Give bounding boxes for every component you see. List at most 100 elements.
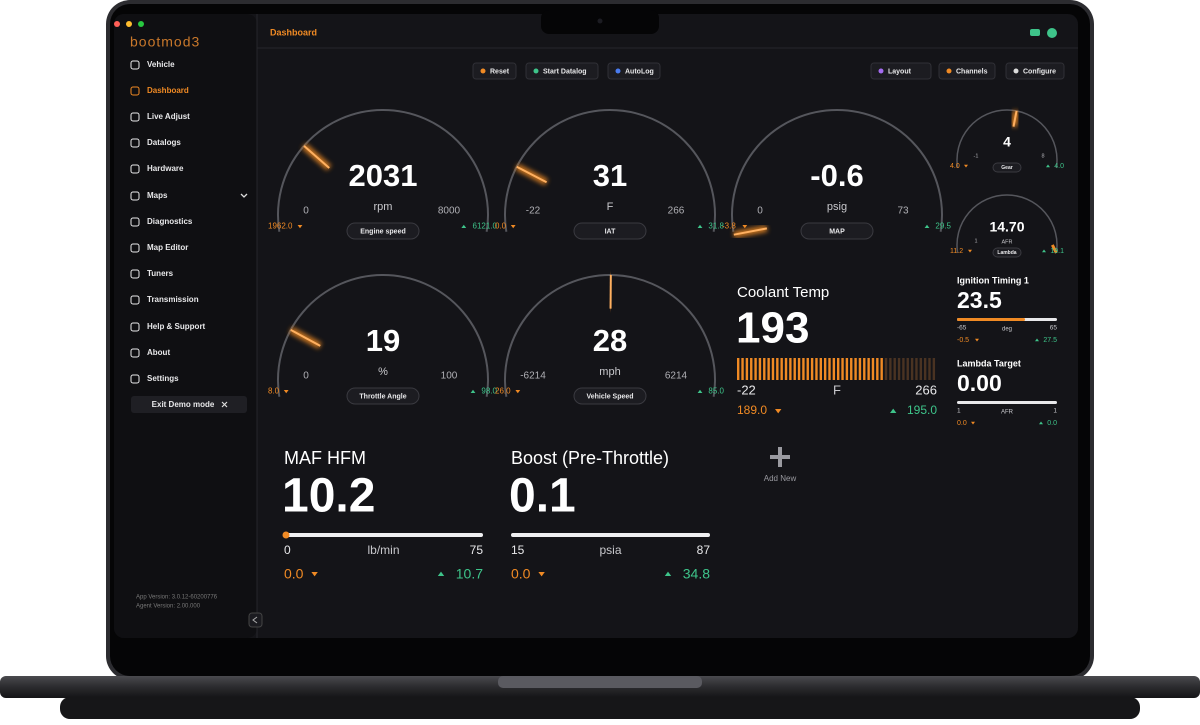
nav-item[interactable]: Vehicle [147,60,175,69]
bar-segment [780,358,783,380]
bar-segment [884,358,888,380]
nav-item[interactable]: About [147,348,170,357]
toolbar-button[interactable] [525,62,599,80]
gauge-max: 8 [1041,153,1044,159]
sidebar [114,14,257,638]
gauge-end-glow [1051,244,1058,254]
window-minimize[interactable] [126,21,132,27]
toolbar-button[interactable] [870,62,932,80]
gauge-min: 0 [757,206,763,217]
bar-segment [867,358,870,380]
status-icon [1030,29,1040,36]
gauge-min: -22 [526,206,541,217]
needle [303,145,330,169]
nav-item[interactable]: Maps [147,191,168,200]
down-arrow [968,249,972,253]
bar-segment [789,358,792,380]
nav-item[interactable]: Datalogs [147,138,181,147]
window-zoom[interactable] [138,21,144,27]
nav-item[interactable]: Diagnostics [147,217,193,226]
gauge-label-pill [800,222,874,240]
widget-unit: lb/min [367,543,399,557]
gauge-low: 11.2 [950,248,963,255]
window-close[interactable] [114,21,120,27]
gauge-label: MAP [829,228,845,235]
bar-segment [893,358,896,380]
widget-title: Ignition Timing 1 [957,275,1029,285]
gauge-unit: mph [599,366,620,378]
nav-item[interactable]: Dashboard [147,86,189,95]
gauge-value: -0.6 [810,158,863,193]
nav-item[interactable]: Hardware [147,164,184,173]
bar-segment [745,358,749,380]
nav-icon [130,112,140,122]
bar-segment [741,358,744,380]
widget-unit: F [833,382,841,397]
nav-icon [130,243,140,253]
collapse-button[interactable] [248,612,263,628]
down-arrow [510,225,516,229]
bar-segment [802,358,805,380]
nav-icon [130,295,140,305]
bar-fill [957,318,1026,321]
gauge-unit: psig [827,201,847,213]
nav-icon [130,269,140,279]
laptop-foot [60,697,1140,719]
gauge-low: 8.0 [268,387,280,396]
gauge-arc [956,109,1058,169]
bar-segment [876,358,879,380]
bar-track [957,401,1057,404]
down-arrow [538,572,545,577]
gauge-value: 19 [366,323,400,358]
nav-item[interactable]: Transmission [147,295,199,304]
nav-icon [130,60,140,70]
gauge-max: 100 [441,371,458,382]
gauge-low: 4.0 [950,163,960,170]
nav-icon [130,164,140,174]
gauge-min: 1 [974,238,977,244]
gauge-max: 266 [668,206,685,217]
toolbar-button[interactable] [472,62,517,80]
bar-segment [832,358,836,380]
gauge-label-pill [346,222,420,240]
widget-high: 10.7 [456,566,483,582]
gauge-high: 98.0 [481,387,497,396]
bar-segment [928,358,931,380]
bar-segment [902,358,905,380]
toolbar-button[interactable] [1005,62,1065,80]
toolbar-button[interactable] [938,62,996,80]
exit-demo-button[interactable] [131,396,247,413]
nav-item[interactable]: Tuners [147,269,174,278]
nav-item[interactable]: Live Adjust [147,112,190,121]
agent-version: Agent Version: 2.00.000 [136,604,201,610]
gauge-label: Lambda [997,250,1016,256]
bar-segment [810,358,814,380]
nav-icon [130,322,140,332]
widget-max: 266 [915,382,937,397]
gauge-max: 8000 [438,206,461,217]
toolbar-button[interactable] [607,62,661,80]
nav-item[interactable]: Map Editor [147,243,188,252]
nav-item[interactable]: Settings [147,374,179,383]
add-icon[interactable] [770,447,790,467]
down-arrow [742,225,748,229]
widget-min: -22 [737,382,756,397]
toolbar-icon [480,68,486,74]
gauge-value: 2031 [349,158,418,193]
nav-item[interactable]: Help & Support [147,322,206,331]
gauge-label-pill [573,387,647,405]
bar-segment [806,358,809,380]
gauge-unit: rpm [374,201,393,213]
widget-title: Boost (Pre-Throttle) [511,448,669,468]
toolbar-label: AutoLog [625,68,654,75]
bar-segment [923,358,927,380]
gauge-label: Throttle Angle [359,393,406,400]
gauge-high: 4.0 [1054,163,1064,170]
up-arrow [1039,421,1043,425]
gauge-low: 0.0 [495,222,507,231]
up-arrow [470,389,476,393]
app-version: App Version: 3.0.12-60200776 [136,595,218,601]
gauge-min: 0 [303,371,309,382]
bar-segment [793,358,796,380]
